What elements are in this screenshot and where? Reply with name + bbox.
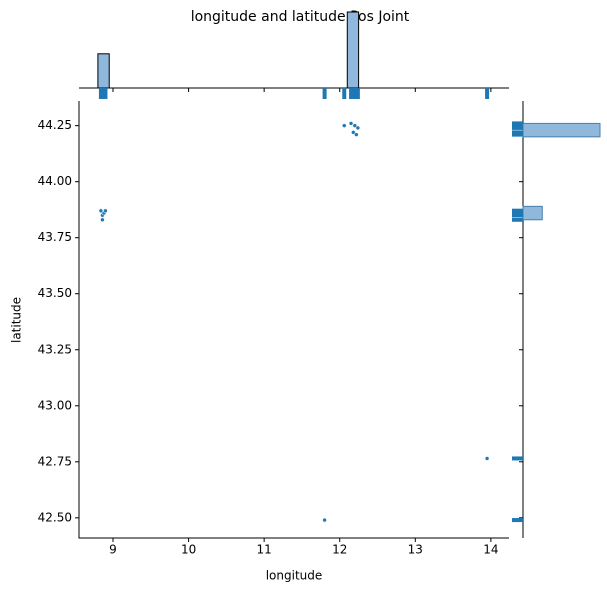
x-tick-label: 14 (483, 543, 498, 557)
y-rug (512, 125, 523, 130)
x-rug (351, 88, 356, 99)
x-tick-label: 13 (408, 543, 423, 557)
y-rug (512, 130, 523, 135)
x-rug (342, 88, 347, 99)
point (354, 132, 359, 137)
x-tick-label: 9 (109, 543, 117, 557)
point (342, 123, 347, 128)
y-tick-label: 43.00 (38, 398, 72, 412)
y-rug (512, 518, 523, 523)
x-rug (100, 88, 105, 99)
point (484, 456, 490, 461)
chart-title: longitude and latitude Pos Joint (191, 9, 410, 25)
y-tick-label: 42.75 (38, 454, 72, 468)
x-axis-label: longitude (266, 569, 323, 583)
y-hist-bar (522, 205, 543, 221)
x-rug (354, 88, 359, 99)
x-rug (322, 88, 327, 99)
point (351, 130, 356, 135)
x-tick-label: 11 (257, 543, 272, 557)
y-tick-label: 43.25 (38, 342, 72, 356)
point (322, 517, 327, 523)
y-rug (512, 132, 523, 137)
main-axes (78, 101, 509, 539)
point (98, 208, 104, 214)
y-tick-label: 44.25 (38, 118, 72, 132)
y-axis-label: latitude (10, 297, 24, 343)
x-hist-bar (97, 53, 110, 89)
x-rug (485, 88, 490, 99)
x-hist-bar (346, 11, 360, 89)
y-rug (512, 123, 523, 128)
y-rug (512, 456, 523, 461)
y-rug (512, 121, 523, 126)
y-rug (512, 208, 523, 213)
y-tick-label: 42.50 (38, 510, 72, 524)
y-hist-bar (522, 122, 601, 138)
y-tick-label: 43.50 (38, 286, 72, 300)
x-tick-label: 10 (181, 543, 196, 557)
y-rug (512, 213, 523, 218)
point (100, 217, 105, 223)
y-rug (512, 211, 523, 216)
y-rug (512, 217, 523, 222)
point (348, 121, 354, 126)
y-tick-label: 43.75 (38, 230, 72, 244)
point (103, 208, 108, 214)
x-rug (103, 88, 108, 99)
x-rug (349, 88, 354, 99)
point (355, 125, 361, 131)
point (352, 123, 358, 128)
y-tick-label: 44.00 (38, 174, 72, 188)
x-tick-label: 12 (332, 543, 347, 557)
